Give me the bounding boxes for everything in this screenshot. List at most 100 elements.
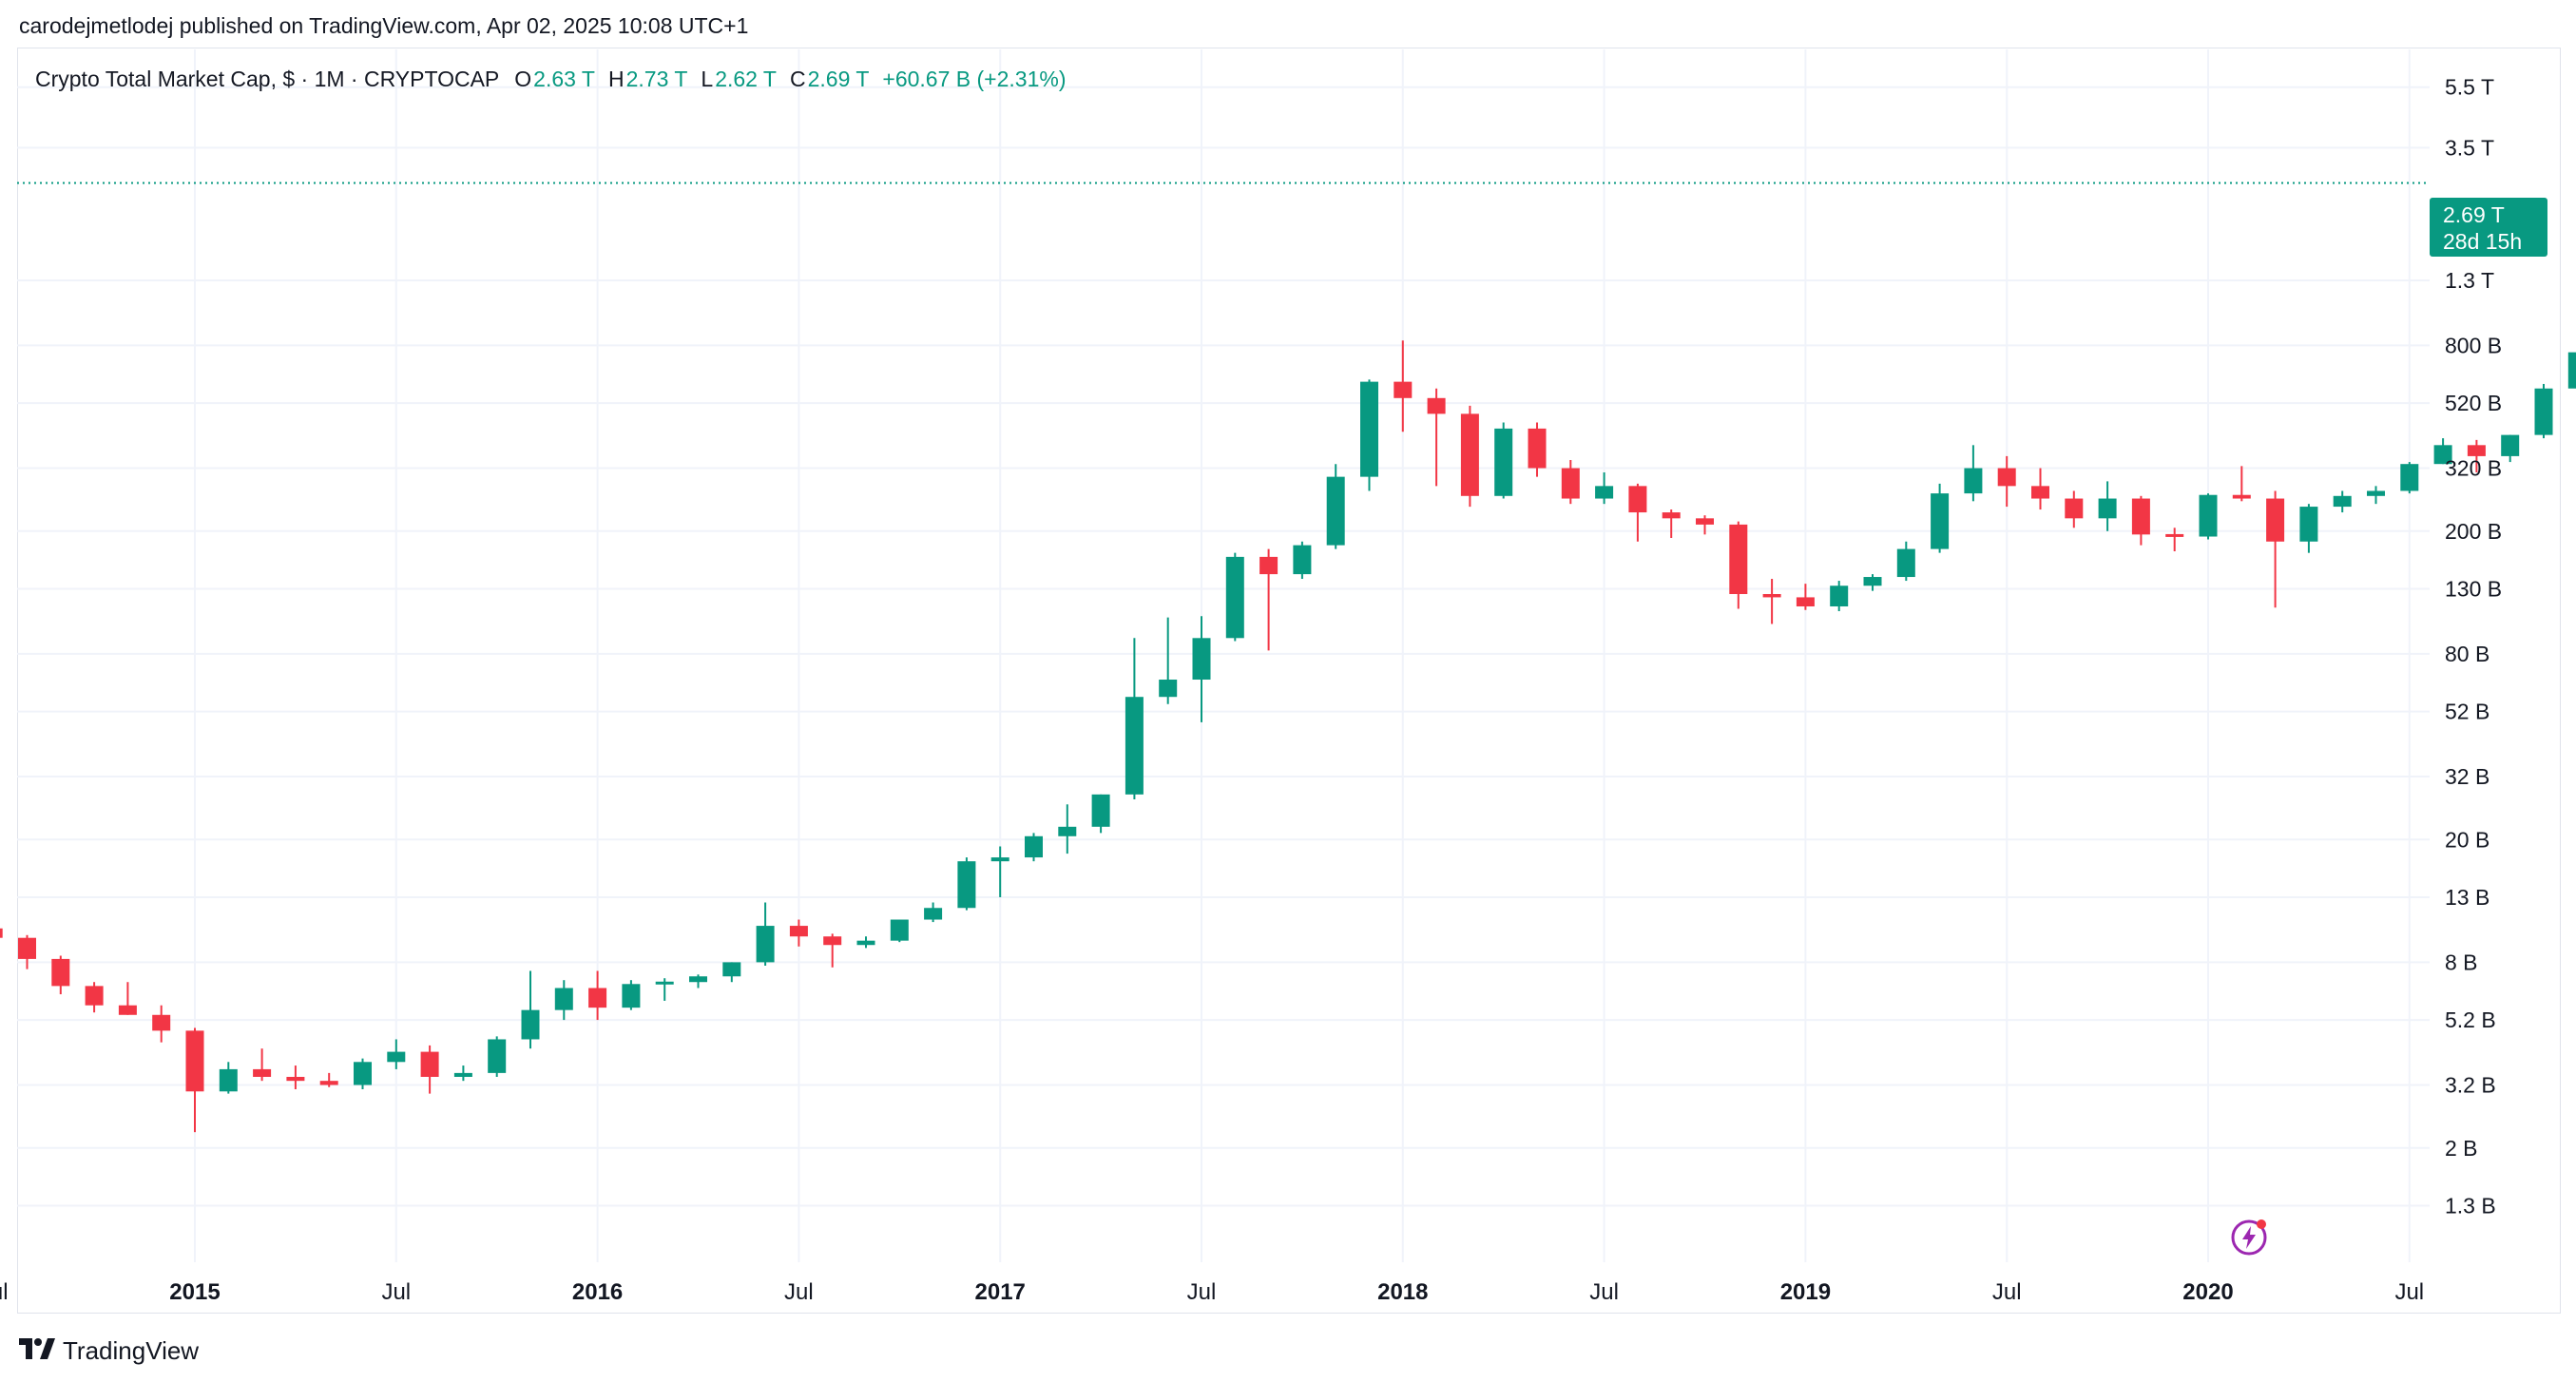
candle[interactable] bbox=[1964, 445, 1983, 502]
candle[interactable] bbox=[756, 902, 775, 966]
candle[interactable] bbox=[453, 1065, 472, 1082]
candle[interactable] bbox=[1159, 617, 1178, 704]
candle[interactable] bbox=[51, 955, 70, 995]
candle[interactable] bbox=[1192, 616, 1211, 722]
candle[interactable] bbox=[2065, 490, 2084, 528]
candle-body bbox=[789, 926, 808, 937]
candle[interactable] bbox=[85, 982, 104, 1013]
candle[interactable] bbox=[1863, 574, 1882, 591]
candle[interactable] bbox=[588, 970, 607, 1021]
candle[interactable] bbox=[2266, 490, 2285, 608]
candle[interactable] bbox=[387, 1039, 406, 1069]
price-tick-label: 800 B bbox=[2445, 333, 2502, 357]
candle[interactable] bbox=[2165, 528, 2184, 552]
candle[interactable] bbox=[2299, 504, 2318, 553]
candle[interactable] bbox=[185, 1027, 204, 1133]
candle[interactable] bbox=[2232, 466, 2251, 502]
candle[interactable] bbox=[1225, 552, 1244, 642]
candle[interactable] bbox=[152, 1005, 171, 1043]
candle[interactable] bbox=[0, 925, 3, 938]
candle[interactable] bbox=[1696, 515, 1714, 535]
candle[interactable] bbox=[1662, 509, 1681, 538]
candle[interactable] bbox=[219, 1062, 238, 1094]
candle[interactable] bbox=[1394, 340, 1413, 432]
candle[interactable] bbox=[1729, 521, 1748, 609]
candle[interactable] bbox=[1427, 388, 1446, 487]
candle[interactable] bbox=[1259, 548, 1278, 651]
candle[interactable] bbox=[1293, 541, 1312, 580]
candle[interactable] bbox=[1796, 584, 1815, 610]
candle[interactable] bbox=[1931, 483, 1950, 553]
candle[interactable] bbox=[1528, 422, 1547, 477]
candle[interactable] bbox=[319, 1072, 338, 1087]
candle[interactable] bbox=[1460, 405, 1479, 508]
candle[interactable] bbox=[1091, 794, 1110, 834]
candle[interactable] bbox=[2199, 493, 2218, 540]
candle[interactable] bbox=[2333, 490, 2352, 513]
price-tick-label: 5.5 T bbox=[2445, 75, 2494, 100]
time-tick-label: 2017 bbox=[975, 1279, 1026, 1305]
candle[interactable] bbox=[1896, 541, 1915, 582]
candle[interactable] bbox=[1628, 483, 1647, 542]
candle[interactable] bbox=[18, 934, 36, 969]
candle[interactable] bbox=[2534, 383, 2553, 439]
candle[interactable] bbox=[2098, 481, 2117, 531]
candle[interactable] bbox=[622, 980, 641, 1010]
candle[interactable] bbox=[890, 919, 909, 943]
candle[interactable] bbox=[1025, 833, 1043, 862]
candle[interactable] bbox=[286, 1065, 305, 1089]
candle[interactable] bbox=[957, 857, 976, 911]
tradingview-logo[interactable]: TradingView bbox=[19, 1336, 199, 1366]
candle[interactable] bbox=[1561, 459, 1580, 505]
candle[interactable] bbox=[1326, 464, 1345, 549]
candle[interactable] bbox=[789, 919, 808, 947]
candle-body bbox=[488, 1039, 507, 1073]
candle[interactable] bbox=[823, 933, 842, 968]
candle[interactable] bbox=[1360, 379, 1378, 491]
candle[interactable] bbox=[2400, 462, 2419, 494]
lightning-bolt-icon[interactable] bbox=[2230, 1219, 2268, 1257]
candle[interactable] bbox=[2031, 468, 2049, 510]
grid-lines bbox=[17, 49, 2430, 1262]
candle[interactable] bbox=[118, 982, 137, 1015]
price-tick-label: 1.3 B bbox=[2445, 1193, 2496, 1218]
candle[interactable] bbox=[488, 1036, 507, 1077]
candle[interactable] bbox=[1494, 422, 1513, 499]
candle[interactable] bbox=[1125, 638, 1144, 799]
candle[interactable] bbox=[354, 1058, 372, 1089]
candle[interactable] bbox=[1830, 581, 1849, 612]
candle[interactable] bbox=[253, 1048, 272, 1082]
candle-body bbox=[1796, 597, 1815, 606]
candle[interactable] bbox=[2367, 486, 2385, 505]
candle[interactable] bbox=[856, 936, 875, 949]
candle[interactable] bbox=[1762, 579, 1781, 624]
candle[interactable] bbox=[554, 980, 573, 1021]
candle[interactable] bbox=[420, 1045, 439, 1094]
candle[interactable] bbox=[722, 962, 741, 983]
close-value: 2.69 T bbox=[807, 67, 870, 91]
candle[interactable] bbox=[2433, 438, 2452, 465]
symbol-title: Crypto Total Market Cap, $ · 1M · CRYPTO… bbox=[35, 67, 500, 91]
candle[interactable] bbox=[521, 970, 540, 1049]
candle[interactable] bbox=[2567, 349, 2576, 395]
candle-body bbox=[1628, 486, 1647, 513]
candle[interactable] bbox=[990, 846, 1009, 897]
candle[interactable] bbox=[689, 974, 707, 989]
candle[interactable] bbox=[924, 902, 943, 923]
time-tick-label: Jul bbox=[1589, 1279, 1619, 1305]
publish-attribution: carodejmetlodej published on TradingView… bbox=[19, 13, 749, 38]
candle[interactable] bbox=[1595, 472, 1614, 505]
price-tick-label: 3.2 B bbox=[2445, 1073, 2496, 1098]
candle-body bbox=[823, 936, 842, 946]
high-label: H bbox=[607, 67, 625, 91]
candle[interactable] bbox=[2467, 439, 2486, 473]
candle-body bbox=[0, 928, 3, 938]
candle[interactable] bbox=[2131, 495, 2150, 546]
time-tick-label: 2020 bbox=[2182, 1279, 2233, 1305]
candle-body bbox=[1058, 826, 1077, 836]
candle[interactable] bbox=[1997, 455, 2016, 508]
candle[interactable] bbox=[655, 978, 674, 1001]
candle[interactable] bbox=[2501, 434, 2520, 463]
candle[interactable] bbox=[1058, 804, 1077, 854]
